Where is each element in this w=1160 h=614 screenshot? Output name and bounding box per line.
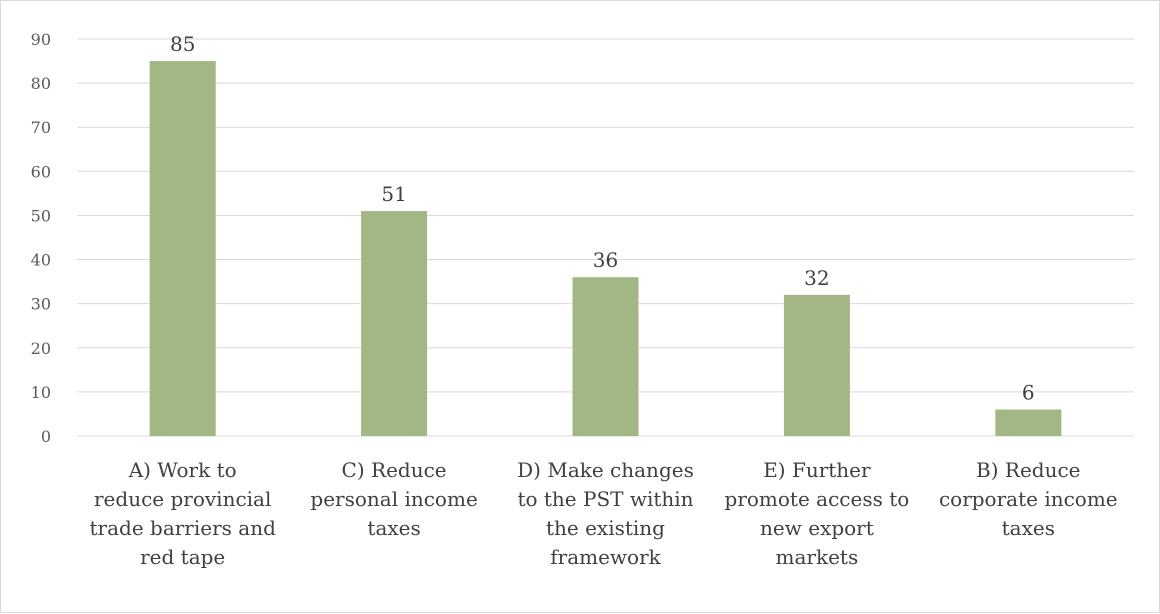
y-tick-label: 0 bbox=[41, 427, 51, 446]
x-tick-label: B) Reduce corporate income taxes bbox=[939, 458, 1118, 540]
x-tick-label: D) Make changes to the PST within the exis… bbox=[517, 458, 694, 569]
bar bbox=[572, 277, 639, 436]
x-tick-label: C) Reduce personal income taxes bbox=[310, 458, 477, 540]
bar bbox=[995, 409, 1062, 436]
data-label: 32 bbox=[804, 266, 829, 290]
bar bbox=[783, 294, 850, 436]
y-tick-label: 90 bbox=[31, 30, 51, 49]
y-tick-label: 50 bbox=[31, 206, 51, 225]
y-tick-label: 60 bbox=[31, 162, 51, 181]
bar bbox=[361, 211, 428, 436]
data-label: 6 bbox=[1022, 381, 1035, 405]
data-label: 36 bbox=[593, 248, 618, 272]
y-tick-label: 80 bbox=[31, 74, 51, 93]
y-tick-label: 70 bbox=[31, 118, 51, 137]
x-tick-label: E) Further promote access to new export mar… bbox=[725, 458, 910, 569]
bar bbox=[149, 61, 216, 437]
y-tick-label: 20 bbox=[31, 339, 51, 358]
y-tick-label: 30 bbox=[31, 295, 51, 314]
data-label: 85 bbox=[170, 32, 195, 56]
x-tick-label: A) Work to reduce provincial trade barrier… bbox=[90, 458, 277, 569]
data-label: 51 bbox=[381, 182, 406, 206]
y-tick-label: 10 bbox=[31, 383, 51, 402]
y-tick-label: 40 bbox=[31, 251, 51, 270]
